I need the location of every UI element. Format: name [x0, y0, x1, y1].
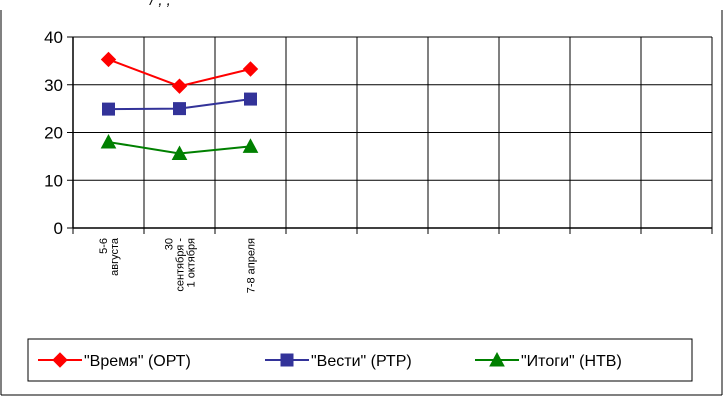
y-tick-label: 30 [44, 76, 63, 95]
y-tick-label: 0 [54, 219, 63, 238]
data-point [52, 352, 68, 368]
series [102, 92, 257, 116]
legend-label: "Время" (ОРТ) [84, 353, 191, 370]
data-point [171, 145, 188, 161]
x-tick-labels: 5-6 августа 30 сентября -1 октября 7-8 апрел… [72, 228, 713, 293]
legend-label: "Вести" (РТР) [311, 353, 412, 370]
x-tick-label: 1 октября [186, 238, 198, 288]
top-fragment-text: / , , [149, 0, 171, 9]
data-point [102, 102, 115, 116]
legend: "Время" (ОРТ) "Вести" (РТР) "Итоги" (НТВ) [27, 338, 693, 382]
legend-entry: "Итоги" (НТВ) [475, 351, 622, 370]
x-tick-label: 7-8 апреля [246, 238, 258, 293]
x-tick-label: 30 [164, 238, 176, 250]
legend-entry: "Время" (ОРТ) [38, 352, 191, 370]
data-point [100, 51, 117, 68]
data-point [173, 102, 186, 116]
x-tick-label: сентября - [175, 238, 187, 292]
y-tick-label: 20 [44, 124, 63, 143]
series [100, 51, 259, 94]
y-tick-label: 10 [44, 171, 63, 190]
data-point [280, 353, 294, 367]
legend-label: "Итоги" (НТВ) [521, 353, 622, 370]
y-tick-labels: 0 10 20 30 40 [44, 28, 73, 238]
data-point [100, 133, 117, 149]
x-tick-label: 5-6 [98, 238, 110, 254]
data-point [171, 78, 188, 94]
y-tick-label: 40 [44, 28, 63, 47]
data-point [242, 138, 259, 153]
data-point [244, 92, 257, 106]
chart-border [0, 10, 723, 396]
gridlines [73, 36, 713, 228]
data-point [242, 61, 259, 77]
data-point [489, 351, 505, 367]
series-lines [100, 51, 259, 161]
x-tick-label: августа [109, 237, 121, 276]
series [100, 133, 259, 161]
legend-box [27, 338, 693, 382]
legend-entry: "Вести" (РТР) [265, 353, 412, 370]
